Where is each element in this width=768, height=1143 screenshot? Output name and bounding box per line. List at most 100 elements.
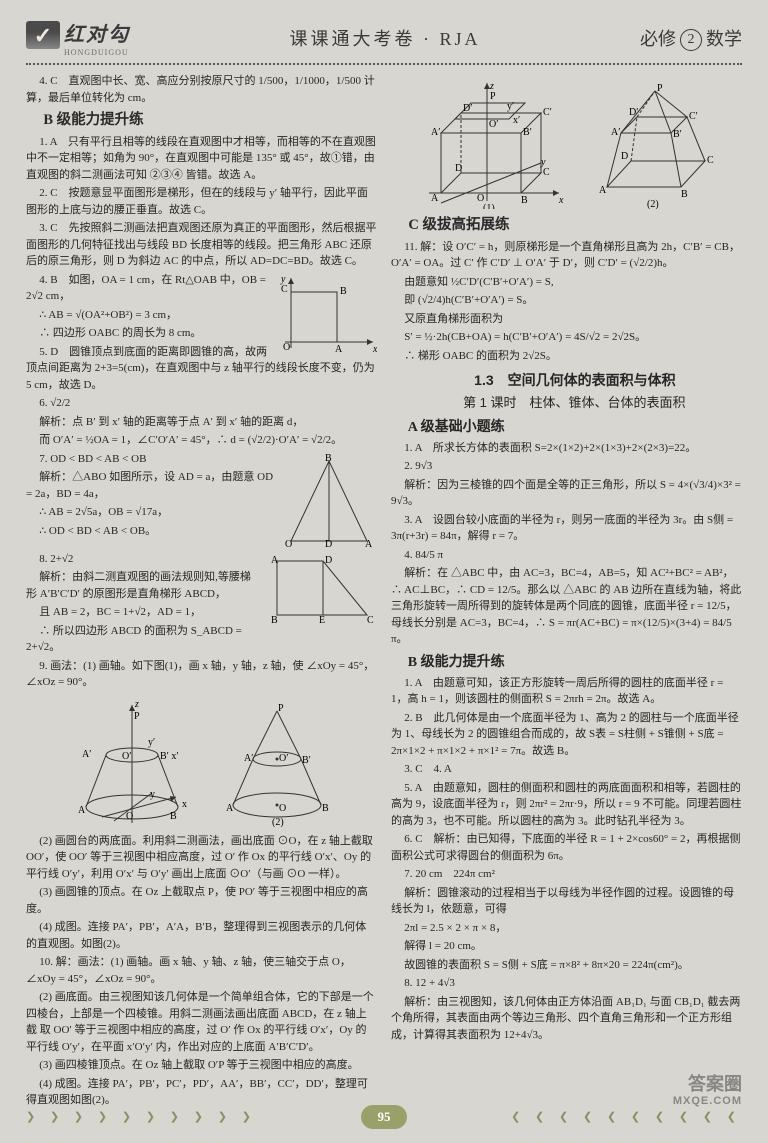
header-divider xyxy=(26,63,742,65)
svg-text:A: A xyxy=(226,803,234,814)
svg-text:A′: A′ xyxy=(82,749,91,760)
svg-text:D: D xyxy=(325,539,332,549)
figure-trapezoid-abcd: A D B E C xyxy=(267,553,377,625)
section-heading: 1.3 空间几何体的表面积与体积 xyxy=(391,370,742,391)
svg-text:C: C xyxy=(707,155,714,166)
page-number: 95 xyxy=(361,1105,407,1129)
svg-text:P: P xyxy=(134,711,140,722)
svg-text:B′: B′ xyxy=(523,127,532,138)
text: 1. A 由题意可知，该正方形旋转一周后所得的圆柱的底面半径 r = 1，高 h… xyxy=(391,675,742,708)
svg-text:O: O xyxy=(283,342,290,352)
figure-pair-1: z P A′ B′ x′ O′ y′ A O x B y (1) xyxy=(26,697,377,827)
svg-text:O′: O′ xyxy=(122,751,131,762)
svg-text:O: O xyxy=(279,803,286,814)
level-c-heading: C 级拔高拓展练 xyxy=(391,215,742,237)
level-b-heading: B 级能力提升练 xyxy=(26,110,377,132)
logo-pinyin: HONGDUIGOU xyxy=(64,47,130,59)
svg-text:A′: A′ xyxy=(244,753,253,764)
text: 2πl = 2.5 × 2 × π × 8， xyxy=(391,920,742,937)
logo: ✓ 红对勾 HONGDUIGOU xyxy=(26,20,130,59)
svg-text:O′: O′ xyxy=(489,119,498,130)
svg-text:C: C xyxy=(367,615,374,625)
svg-text:B: B xyxy=(325,453,332,464)
svg-text:O: O xyxy=(285,539,292,549)
svg-text:B′ x′: B′ x′ xyxy=(160,751,179,762)
header: ✓ 红对勾 HONGDUIGOU 课课通大考卷 · RJA 必修 2 数学 xyxy=(26,20,742,59)
lesson-heading: 第 1 课时 柱体、锥体、台体的表面积 xyxy=(391,393,742,413)
text: 7. 20 cm 224π cm² xyxy=(391,866,742,883)
text: (3) 画四棱锥顶点。在 Oz 轴上截取 O′P 等于三视图中相应的高度。 xyxy=(26,1057,377,1074)
text: 9. 画法：(1) 画轴。如下图(1)，画 x 轴，y 轴，z 轴，使 ∠xOy… xyxy=(26,658,377,691)
svg-text:(2): (2) xyxy=(647,199,659,209)
text: 解得 l = 20 cm。 xyxy=(391,938,742,955)
figure-oabc-rect: O A B C x y xyxy=(277,274,377,352)
text: 1. A 所求长方体的表面积 S=2×(1×2)+2×(1×3)+2×(2×3)… xyxy=(391,440,742,457)
figure-pair-2: z P A′ D′ C′ B′ O′ x′ y′ A B C D O x y (… xyxy=(391,79,742,209)
svg-text:B: B xyxy=(681,189,688,200)
text: ∴ 所以四边形 ABCD 的面积为 S_ABCD = 2+√2。 xyxy=(26,623,377,656)
text: ∴ 梯形 OABC 的面积为 2√2S。 xyxy=(391,348,742,365)
level-a-heading: A 级基础小题练 xyxy=(391,417,742,438)
text: 2. C 按题意显平面图形是梯形，但在的线段与 y′ 轴平行，因此平面图形的上底… xyxy=(26,185,377,218)
watermark: 答案圈 MXQE.COM xyxy=(673,1075,742,1107)
text: (4) 成图。连接 PA′，PB′，PC′，PD′，AA′，BB′，CC′，DD… xyxy=(26,1076,377,1109)
text: 3. C 先按照斜二测画法把直观图还原为真正的平面图形，然后根据平面图形的几何特… xyxy=(26,220,377,270)
text: 3. A 设圆台较小底面的半径为 r，则另一底面的半径为 3r。由 S侧 = 3… xyxy=(391,512,742,545)
text: S′ = ½·2h(CB+OA) = h(C′B′+O′A′) = 4S/√2 … xyxy=(391,329,742,346)
svg-text:B: B xyxy=(340,286,347,297)
svg-text:C: C xyxy=(281,284,288,295)
svg-text:A: A xyxy=(431,193,439,204)
text: 而 O′A′ = ½OA = 1，∠C′O′A′ = 45°，∴ d = (√2… xyxy=(26,432,377,449)
svg-text:x′: x′ xyxy=(513,115,520,126)
svg-text:D: D xyxy=(325,555,332,566)
svg-text:(2): (2) xyxy=(272,817,284,827)
svg-text:A′: A′ xyxy=(611,127,620,138)
book-title: 课课通大考卷 · RJA xyxy=(289,26,480,53)
figure-cone-frustum: P A′ B′ O′ A B O (2) xyxy=(222,697,332,827)
svg-text:x: x xyxy=(558,195,564,206)
svg-text:P: P xyxy=(490,91,496,102)
svg-text:O′: O′ xyxy=(279,753,288,764)
svg-text:A: A xyxy=(365,539,373,549)
text: 8. 12 + 4√3 xyxy=(391,975,742,992)
text: 11. 解：设 O′C′ = h，则原梯形是一个直角梯形且高为 2h，C′B′ … xyxy=(391,239,742,272)
text: 4. 84/5 π xyxy=(391,547,742,564)
text: 3. C 4. A xyxy=(391,761,742,778)
arrows-right: ❮ ❮ ❮ ❮ ❮ ❮ ❮ ❮ ❮ ❮ xyxy=(511,1109,742,1126)
right-column: z P A′ D′ C′ B′ O′ x′ y′ A B C D O x y (… xyxy=(391,73,742,1111)
text: 故圆锥的表面积 S = S侧 + S底 = π×8² + 8π×20 = 224… xyxy=(391,957,742,974)
left-column: 4. C 直观图中长、宽、高应分别按原尺寸的 1/500，1/1000，1/50… xyxy=(26,73,377,1111)
svg-text:P: P xyxy=(278,703,284,714)
text: (2) 画底面。由三视图知该几何体是一个简单组合体，它的下部是一个四棱台，上部是… xyxy=(26,989,377,1055)
checkmark-icon: ✓ xyxy=(26,21,60,49)
watermark-sub: MXQE.COM xyxy=(673,1095,742,1107)
text: 2. B 此几何体是由一个底面半径为 1、高为 2 的圆柱与一个底面半径为 1、… xyxy=(391,710,742,760)
svg-text:O: O xyxy=(126,811,133,822)
svg-text:C′: C′ xyxy=(689,111,698,122)
svg-text:B: B xyxy=(521,195,528,206)
text: 又原直角梯形面积为 xyxy=(391,311,742,328)
subject-badge: 必修 2 数学 xyxy=(640,26,742,53)
text: 解析：因为三棱锥的四个面是全等的正三角形，所以 S = 4×(√3/4)×3² … xyxy=(391,477,742,510)
svg-text:A: A xyxy=(78,805,86,816)
figure-cube-axes: z P A′ D′ C′ B′ O′ x′ y′ A B C D O x y (… xyxy=(417,79,567,209)
svg-text:B: B xyxy=(271,615,278,625)
svg-text:B′: B′ xyxy=(673,129,682,140)
text: 6. C 解析：由已知得，下底面的半径 R = 1 + 2×cos60° = 2… xyxy=(391,831,742,864)
text: 10. 解：画法：(1) 画轴。画 x 轴、y 轴、z 轴，使三轴交于点 O，∠… xyxy=(26,954,377,987)
text: 由题意知 ½C′D′(C′B′+O′A′) = S, xyxy=(391,274,742,291)
text: 5. A 由题意知，圆柱的侧面积和圆柱的两底面面积和相等，若圆柱的高为 9，设底… xyxy=(391,780,742,830)
svg-text:D: D xyxy=(455,163,462,174)
svg-text:A′: A′ xyxy=(431,127,440,138)
text: (4) 成图。连接 PA′，PB′，A′A，B′B，整理得到三视图表示的几何体的… xyxy=(26,919,377,952)
arrows-left: ❯ ❯ ❯ ❯ ❯ ❯ ❯ ❯ ❯ ❯ xyxy=(26,1109,257,1126)
text: 即 (√2/4)h(C′B′+O′A′) = S。 xyxy=(391,292,742,309)
logo-text: 红对勾 xyxy=(64,20,130,50)
figure-frustum-axes: z P A′ B′ x′ O′ y′ A O x B y (1) xyxy=(72,697,202,827)
text: 1. A 只有平行且相等的线段在直观图中才相等，而相等的不在直观图中不一定相等；… xyxy=(26,134,377,184)
badge-number: 2 xyxy=(680,29,702,51)
badge-suffix: 数学 xyxy=(706,26,742,53)
svg-text:C: C xyxy=(543,167,550,178)
figure-polyhedron: P A′ B′ C′ D′ A B C D (2) xyxy=(587,79,717,209)
svg-text:y′: y′ xyxy=(507,101,514,112)
